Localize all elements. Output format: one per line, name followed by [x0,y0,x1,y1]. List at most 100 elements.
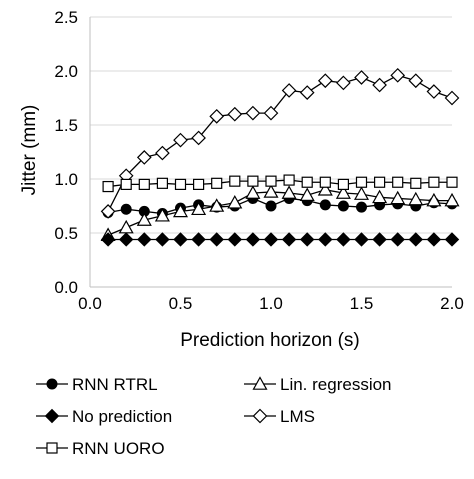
data-point [136,212,152,226]
data-point [444,192,460,207]
data-point [265,175,277,187]
data-point [155,232,170,247]
data-point [353,186,370,200]
y-tick-label: 1.5 [54,116,78,135]
legend: RNN RTRL Lin. regression No prediction LMS R… [36,375,392,458]
data-point [136,150,152,165]
axes: 0.0 0.5 1.0 1.5 2.0 2.5 0.0 0.5 1.0 1.5 2.0 [54,8,463,313]
legend-label: Lin. regression [280,375,392,394]
data-point [337,178,349,190]
x-tick-label: 1.0 [259,294,283,313]
data-point [191,130,206,146]
data-point [118,232,134,247]
data-point [118,219,134,234]
data-point [227,106,243,122]
data-point [191,232,206,247]
data-point [172,203,189,218]
data-point [263,232,279,247]
data-point [120,203,132,215]
data-point [372,189,388,204]
data-point [426,84,442,99]
y-tick-label: 1.0 [54,170,78,189]
legend-label: No prediction [72,407,172,426]
data-point [209,109,225,124]
data-point [173,232,188,247]
y-tick-label: 0.0 [54,278,78,297]
data-point [154,207,170,222]
data-point [211,177,223,189]
data-point [227,232,243,247]
data-point [390,67,406,83]
data-point [281,185,297,199]
data-point [173,132,188,148]
data-point [281,83,297,98]
data-point [408,232,424,247]
legend-item-1: Lin. regression [244,375,392,394]
data-point [156,177,168,189]
legend-swatch-marker [46,442,58,454]
gridlines [90,16,452,234]
legend-item-3: LMS [244,407,315,426]
data-point [318,232,333,247]
data-point [337,200,349,212]
data-point [281,232,297,247]
data-point [336,75,351,91]
y-tick-label: 0.5 [54,224,78,243]
series-3 [100,67,460,219]
data-point [283,174,295,186]
x-tick-label: 1.5 [350,294,374,313]
legend-label: RNN RTRL [72,375,158,394]
data-point [100,232,116,247]
data-point [301,176,313,188]
data-point [372,77,387,93]
legend-swatch-marker [44,408,60,424]
series-line [107,74,453,212]
data-point [191,201,207,216]
y-tick-label: 2.0 [54,62,78,81]
data-point [319,176,331,188]
data-point [174,178,187,190]
data-point [265,200,277,212]
data-point [299,232,315,247]
data-point [446,176,458,188]
data-point [335,185,351,199]
data-point [354,70,369,85]
data-point [355,176,368,188]
data-point [245,232,261,247]
series-2 [100,232,460,247]
series-0 [102,192,458,220]
data-point [408,191,424,206]
data-point [138,178,150,190]
legend-label: RNN UORO [72,439,165,458]
data-point [392,176,404,188]
data-point [137,232,152,247]
data-point [100,204,116,219]
data-point [374,176,386,188]
data-point [263,105,279,121]
data-point [155,145,170,161]
data-point [227,195,243,209]
data-point [193,178,205,190]
data-point [317,73,333,89]
legend-swatch-marker [46,378,58,390]
data-point [354,232,369,247]
x-tick-label: 0.0 [78,294,102,313]
legend-item-2: No prediction [36,407,172,426]
x-tick-label: 2.0 [440,294,464,313]
data-point [229,175,241,187]
x-axis-title: Prediction horizon (s) [180,330,360,351]
data-point [336,232,351,247]
data-point [444,232,460,247]
y-axis-title: Jitter (mm) [19,105,40,196]
series-4 [102,174,458,193]
data-point [319,199,331,211]
data-point [408,73,424,89]
legend-item-0: RNN RTRL [36,375,158,394]
data-point [120,178,132,190]
data-point [426,232,442,247]
data-point [317,182,333,196]
series-lines [100,67,460,247]
y-tick-label: 2.5 [54,8,78,27]
